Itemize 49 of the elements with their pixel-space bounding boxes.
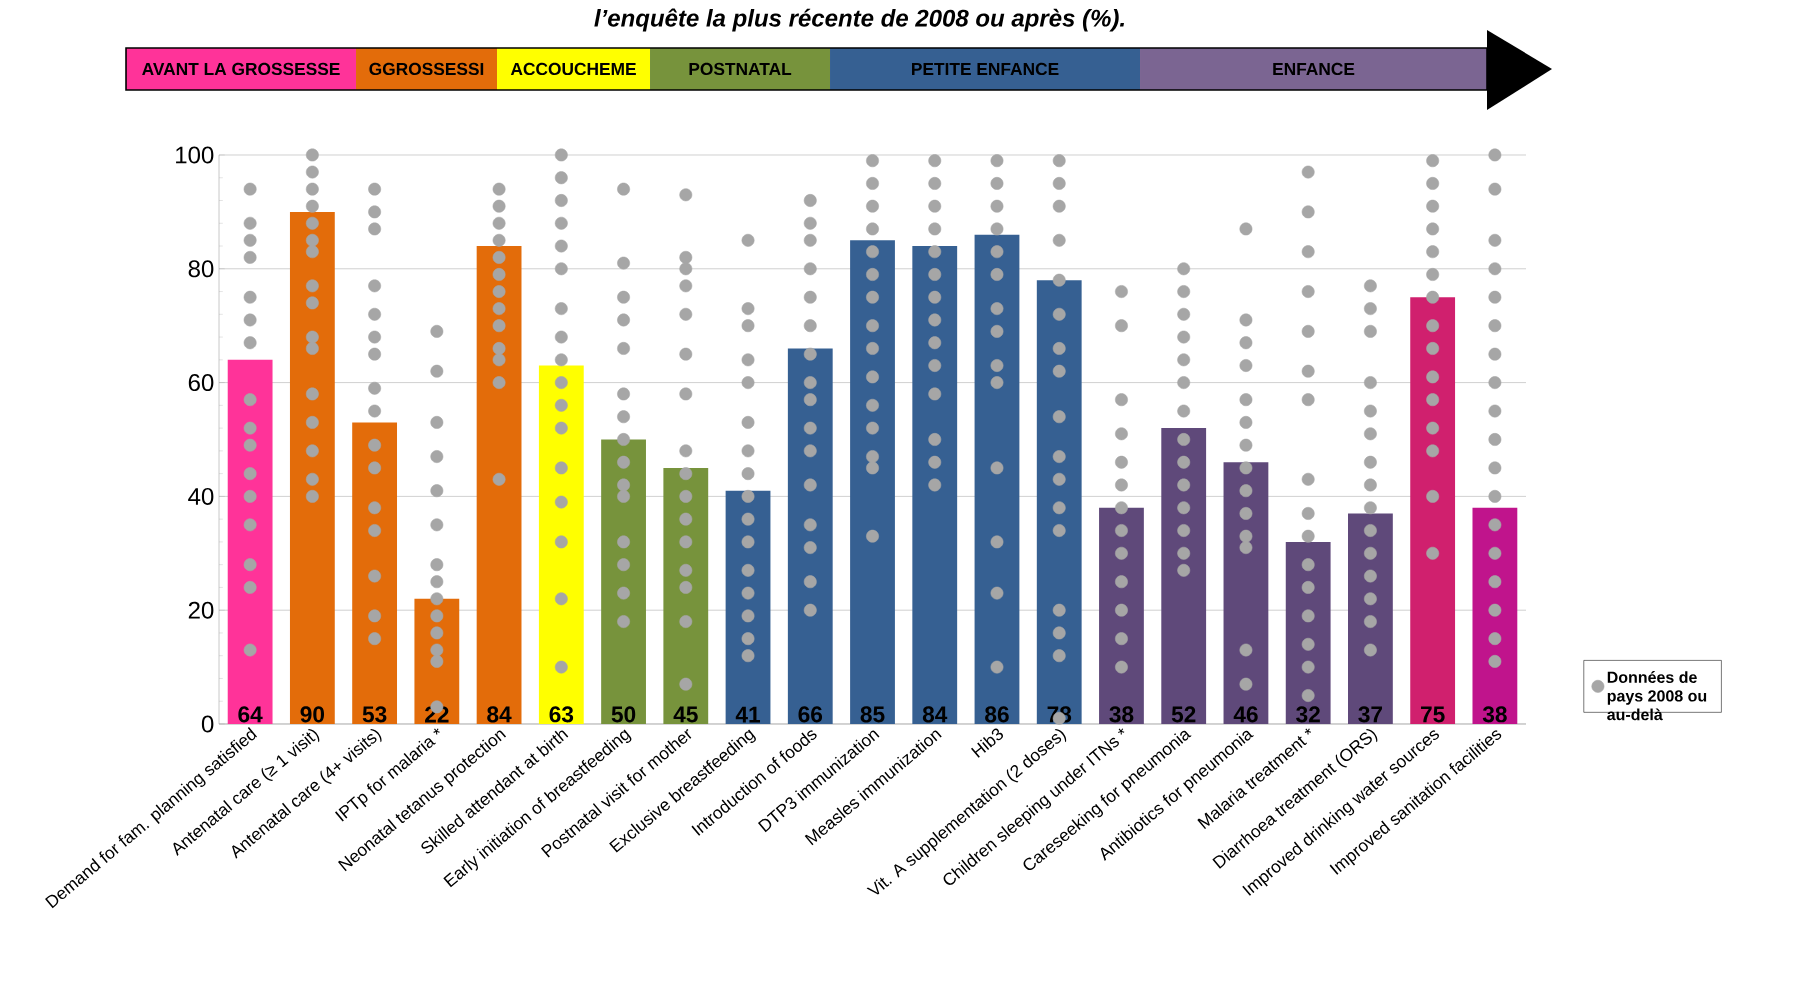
bar (1161, 428, 1207, 724)
bar (787, 348, 833, 724)
bar (538, 365, 584, 724)
data-label: 63 (549, 706, 574, 723)
data-label: 38 (1482, 706, 1507, 723)
legend-label: Données de pays 2008 ou au-delà (1607, 671, 1707, 721)
bar (1099, 507, 1144, 724)
bar (227, 359, 273, 724)
data-label: 90 (300, 706, 325, 723)
data-label: 85 (860, 706, 885, 723)
data-label: 75 (1421, 706, 1445, 723)
y-tick-label: 60 (188, 374, 214, 392)
text: AVANT LA GROSSESSE (142, 62, 340, 76)
data-label: 53 (362, 706, 387, 723)
data-label: 64 (238, 706, 263, 723)
data-label: 37 (1358, 706, 1383, 723)
bar (850, 240, 895, 724)
data-label: 66 (798, 706, 823, 723)
text: POSTNATAL (689, 62, 792, 76)
y-tick-label: 40 (188, 487, 214, 505)
bar (476, 246, 522, 724)
data-label: 32 (1296, 706, 1320, 723)
data-label: 86 (985, 706, 1009, 723)
data-label: 38 (1109, 706, 1134, 723)
bar (912, 246, 958, 724)
y-tick-label: 80 (188, 260, 214, 278)
y-tick-label: 100 (176, 146, 214, 164)
bar (352, 422, 398, 724)
y-tick-label: 20 (188, 601, 214, 619)
bar (1223, 462, 1269, 724)
bar (1036, 280, 1082, 724)
data-label: 50 (611, 706, 636, 723)
text: GGROSSESSI (369, 62, 484, 76)
bar (1348, 513, 1393, 724)
data-label: 45 (673, 706, 698, 723)
data-label: 84 (487, 706, 512, 723)
bar (1410, 297, 1456, 724)
bar (601, 439, 646, 724)
data-label: 41 (735, 706, 761, 723)
bar (974, 234, 1020, 724)
text: ENFANCE (1273, 62, 1355, 76)
data-label: 52 (1171, 706, 1196, 723)
chart-title: l’enquête la plus récente de 2008 ou après (%). (594, 8, 1125, 32)
data-label: 84 (922, 706, 948, 723)
text: ACCOUCHEME (510, 62, 636, 76)
bar (1472, 507, 1518, 724)
text: PETITE ENFANCE (912, 62, 1059, 76)
bar (289, 211, 335, 724)
data-label: 46 (1233, 706, 1258, 723)
